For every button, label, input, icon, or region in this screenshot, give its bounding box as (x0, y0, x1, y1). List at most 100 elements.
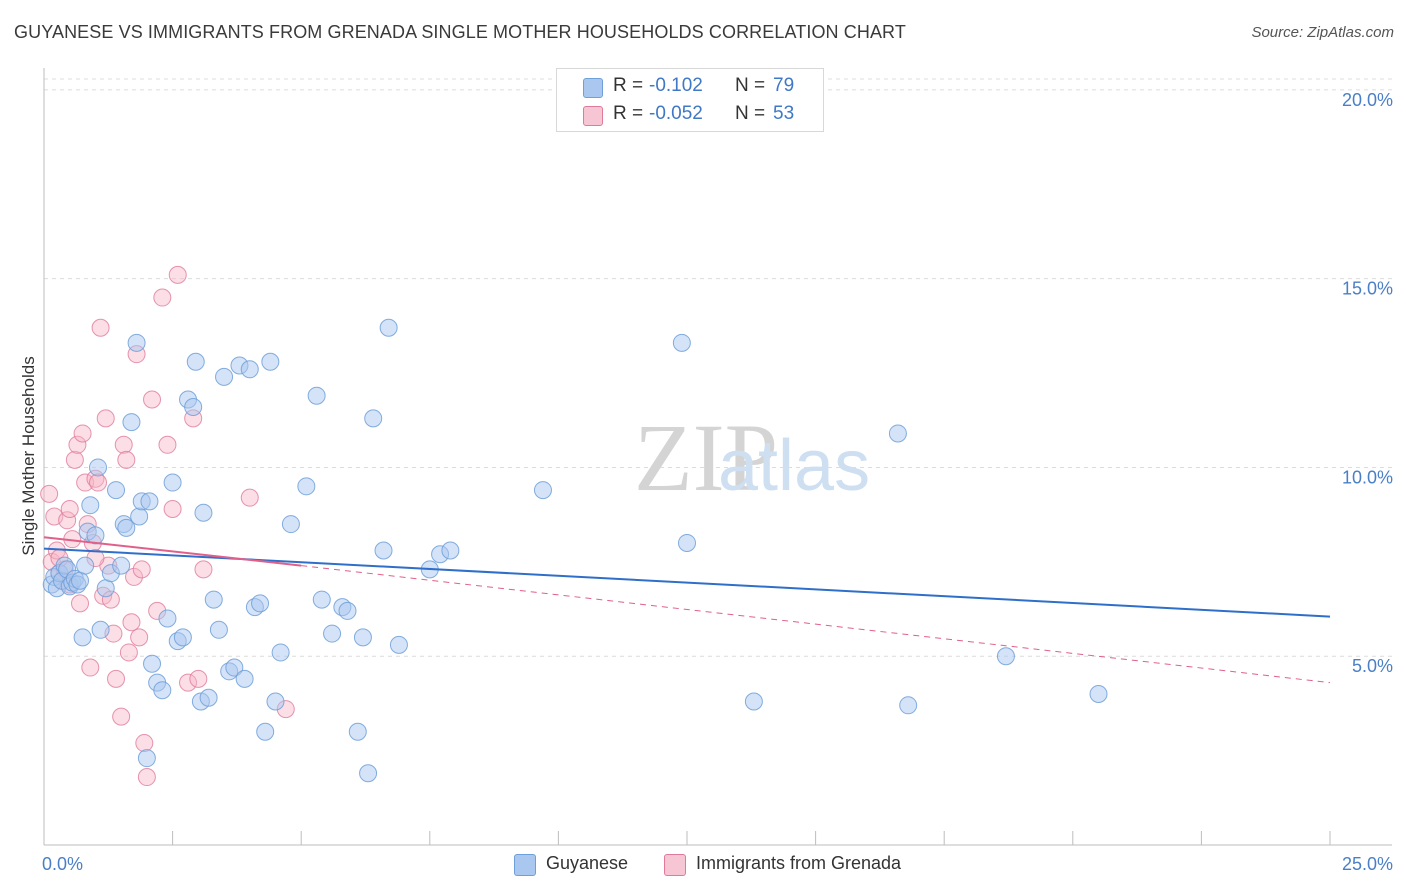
guyanese-point (899, 696, 918, 715)
legend-swatch-grenada (664, 854, 686, 876)
grenada-point (179, 673, 198, 692)
guyanese-point (122, 413, 141, 432)
legend-swatch-grenada (583, 106, 603, 126)
guyanese-point (1089, 684, 1108, 703)
guyanese-point (215, 367, 234, 386)
guyanese-point (107, 481, 126, 500)
guyanese-point (96, 579, 115, 598)
grenada-point (194, 560, 213, 579)
grenada-point (107, 669, 126, 688)
legend-r-label: R = (613, 103, 644, 124)
grenada-point (125, 567, 144, 586)
grenada-point (117, 450, 136, 469)
grenada-point (96, 409, 115, 428)
guyanese-point (225, 658, 244, 677)
axes (43, 68, 1392, 846)
grenada-point (58, 511, 77, 530)
grenada-point (143, 390, 162, 409)
grenada-point (114, 435, 133, 454)
legend-row-guyanese: R = -0.102 N = 79 (557, 73, 823, 101)
grenada-point (130, 628, 149, 647)
guyanese-point (359, 764, 378, 783)
legend-r-value: -0.052 (649, 103, 703, 124)
y-axis-title: Single Mother Households (19, 356, 38, 555)
grenada-point (240, 488, 259, 507)
legend-swatch-guyanese (583, 78, 603, 98)
grenada-point (40, 484, 59, 503)
guyanese-point (240, 360, 259, 379)
grenada-point (73, 424, 92, 443)
legend-label-grenada: Immigrants from Grenada (696, 853, 902, 873)
grenada-point (158, 435, 177, 454)
chart-title: GUYANESE VS IMMIGRANTS FROM GRENADA SING… (14, 22, 906, 42)
grenada-point (71, 594, 90, 613)
y-tick-label: 5.0% (1352, 656, 1393, 676)
guyanese-point (312, 590, 331, 609)
guyanese-point (173, 628, 192, 647)
grenada-point (65, 450, 84, 469)
grenada-point (135, 734, 154, 753)
guyanese-point (323, 624, 342, 643)
stats-legend: R = -0.102 N = 79 R = -0.052 N = 53 (556, 68, 824, 132)
guyanese-point (127, 333, 146, 352)
guyanese-point (379, 318, 398, 337)
legend-n-value: 79 (773, 75, 795, 96)
x-tick-label-min: 0.0% (42, 854, 83, 874)
tick-labels: 5.0% 10.0% 15.0% 20.0% 0.0% 25.0% (42, 90, 1393, 874)
grenada-point (112, 707, 131, 726)
guyanese-point (140, 492, 159, 511)
legend-n-label: N = (735, 75, 766, 96)
guyanese-point (348, 722, 367, 741)
guyanese-point (130, 507, 149, 526)
watermark-zip: ZIP (634, 404, 778, 511)
guyanese-point (204, 590, 223, 609)
guyanese-point (184, 398, 203, 417)
grenada-point (76, 473, 95, 492)
grenada-point (168, 265, 187, 284)
legend-swatch-guyanese (514, 854, 536, 876)
grenada-trend-dashed (301, 565, 1331, 684)
guyanese-point (307, 386, 326, 405)
trend-lines (43, 536, 1331, 684)
guyanese-point (137, 749, 156, 768)
series-guyanese-points (42, 318, 1108, 783)
guyanese-point (163, 473, 182, 492)
source-label: Source: ZipAtlas.com (1251, 24, 1394, 41)
grenada-point (137, 768, 156, 787)
grenada-point (91, 318, 110, 337)
y-tick-label: 10.0% (1342, 467, 1393, 487)
guyanese-point (235, 669, 254, 688)
guyanese-point (338, 601, 357, 620)
grenada-point (60, 499, 79, 518)
guyanese-point (281, 515, 300, 534)
guyanese-point (888, 424, 907, 443)
x-tick-label-max: 25.0% (1342, 854, 1393, 874)
grenada-trend-solid (43, 536, 302, 567)
grenada-point (119, 643, 138, 662)
legend-label-guyanese: Guyanese (546, 853, 629, 873)
legend-r-label: R = (613, 75, 644, 96)
legend-r-value: -0.102 (649, 75, 703, 96)
grenada-point (132, 560, 151, 579)
guyanese-point (81, 496, 100, 515)
grenada-point (163, 499, 182, 518)
guyanese-point (266, 692, 285, 711)
guyanese-point (996, 647, 1015, 666)
guyanese-point (112, 556, 131, 575)
guyanese-point (678, 533, 696, 552)
legend-n-label: N = (735, 103, 766, 124)
guyanese-point (153, 681, 172, 700)
guyanese-point (533, 481, 552, 500)
guyanese-point (73, 628, 92, 647)
guyanese-point (76, 556, 95, 575)
guyanese-point (186, 352, 205, 371)
guyanese-point (297, 477, 316, 496)
guyanese-point (251, 594, 270, 613)
guyanese-point (143, 654, 162, 673)
grenada-point (89, 473, 108, 492)
guyanese-point (374, 541, 393, 560)
guyanese-point (261, 352, 280, 371)
grenada-point (122, 613, 141, 632)
legend-n-value: 53 (773, 103, 795, 124)
